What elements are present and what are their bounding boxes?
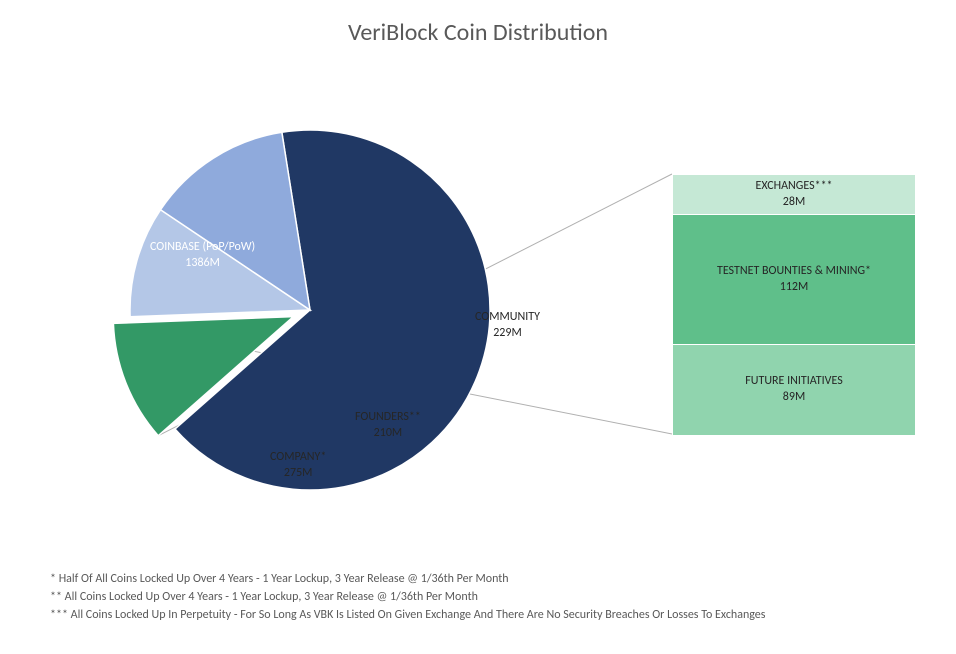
pie-slice-label: COMMUNITY229M: [475, 310, 540, 341]
pie-slice-label: FOUNDERS**210M: [355, 410, 421, 441]
footnote-line: *** All Coins Locked Up In Perpetuity - …: [50, 606, 765, 624]
footnotes: * Half Of All Coins Locked Up Over 4 Yea…: [50, 570, 765, 624]
breakout-box: EXCHANGES***28M: [672, 174, 916, 216]
breakout-box: FUTURE INITIATIVES89M: [672, 344, 916, 436]
pie-slice-label: COINBASE (PoP/PoW)1386M: [150, 240, 255, 271]
footnote-line: ** All Coins Locked Up Over 4 Years - 1 …: [50, 588, 765, 606]
footnote-line: * Half Of All Coins Locked Up Over 4 Yea…: [50, 570, 765, 588]
breakout-box: TESTNET BOUNTIES & MINING*112M: [672, 214, 916, 346]
pie-slice-label: COMPANY*275M: [270, 450, 326, 481]
